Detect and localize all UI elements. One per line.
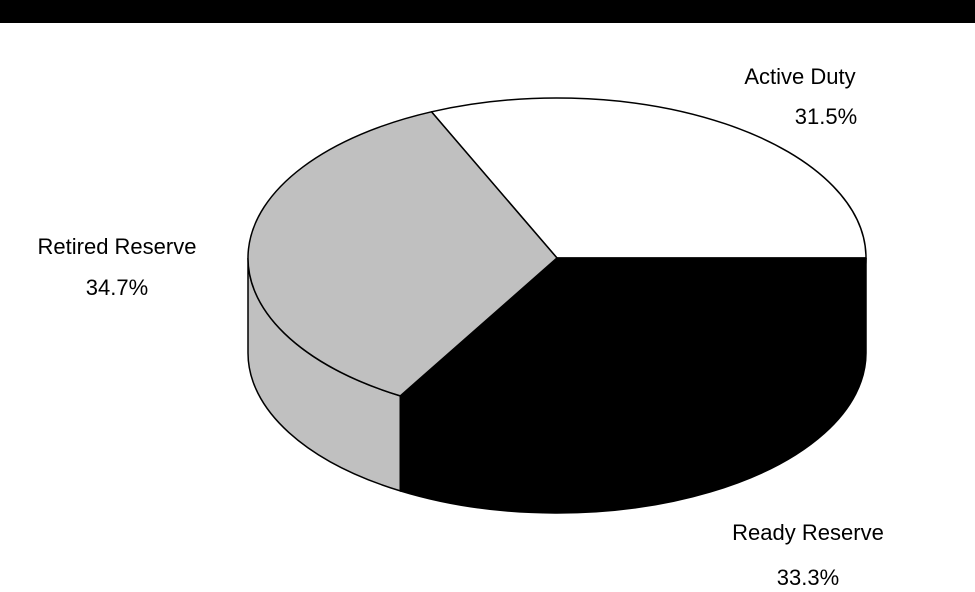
slice-label-ready-reserve: Ready Reserve [732, 520, 884, 545]
slice-value-ready-reserve: 33.3% [777, 565, 839, 590]
pie-top [247, 97, 867, 419]
pie-labels: Active Duty 31.5% Ready Reserve 33.3% Retire… [38, 64, 884, 590]
pie-slice-active-duty [430, 97, 867, 259]
pie-slice-ready-reserve [399, 257, 867, 419]
slice-value-active-duty: 31.5% [795, 104, 857, 129]
top-bar [0, 0, 975, 23]
slice-value-retired-reserve: 34.7% [86, 275, 148, 300]
slice-label-active-duty: Active Duty [744, 64, 855, 89]
slice-label-retired-reserve: Retired Reserve [38, 234, 197, 259]
pie-slice-retired-reserve [247, 111, 558, 397]
